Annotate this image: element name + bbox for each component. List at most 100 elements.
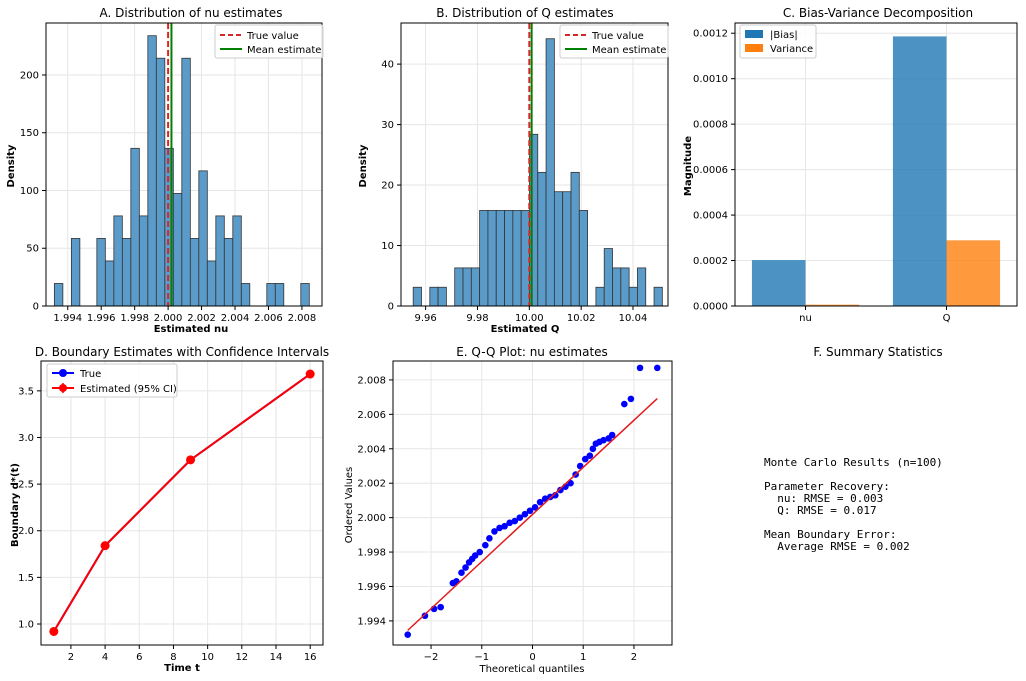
x-tick-label: 1.998 — [120, 313, 149, 324]
qq-fit-line — [407, 397, 658, 631]
x-tick-label: 1 — [580, 652, 586, 663]
histogram-bar — [520, 210, 530, 307]
true-line — [52, 373, 311, 632]
histogram-bar — [130, 147, 140, 307]
panel-c-legend-variance: Variance — [770, 44, 813, 55]
panel-a-legend-mean: Mean estimate — [247, 45, 321, 56]
summary-line: Average RMSE = 0.002 — [764, 540, 910, 553]
qq-point — [557, 486, 564, 494]
x-tick-label: 2.000 — [154, 313, 183, 324]
qq-point — [404, 631, 412, 638]
histogram-bar — [121, 238, 132, 307]
qq-point — [581, 455, 589, 463]
panel-a-bars — [53, 35, 310, 307]
histogram-bar — [628, 286, 638, 307]
histogram-bar — [155, 57, 166, 307]
panel-d-legend: True Estimated (95% CI) — [46, 363, 178, 398]
qq-point — [501, 522, 508, 530]
histogram-bar — [545, 38, 555, 307]
histogram-bar — [70, 238, 81, 307]
y-tick-label: 0.0000 — [693, 302, 728, 313]
histogram-bar — [189, 238, 200, 307]
y-tick-label: 0.0004 — [693, 211, 728, 222]
y-tick-label: 0.0008 — [693, 120, 728, 131]
panel-a-title: A. Distribution of nu estimates — [100, 6, 283, 20]
panel-e-plot — [404, 364, 661, 638]
y-tick-label: 100 — [20, 186, 39, 197]
panel-a-xlabel: Estimated nu — [154, 324, 229, 335]
variance-bar — [805, 304, 860, 306]
panel-a-axes — [45, 22, 323, 307]
histogram-bar — [462, 267, 472, 307]
qq-point — [437, 603, 444, 611]
histogram-bar — [537, 171, 547, 307]
qq-point — [653, 364, 661, 372]
histogram-bar — [412, 286, 422, 307]
x-tick-label: 2.002 — [187, 313, 216, 324]
y-tick-label: 3.0 — [18, 433, 34, 444]
y-tick-label: 150 — [20, 128, 39, 139]
y-tick-label: 2.0 — [18, 526, 34, 537]
y-tick-label: 1.996 — [357, 582, 386, 593]
qq-point — [600, 436, 607, 444]
panel-c-yticks: 0.0000 0.0002 0.0004 0.0006 0.0008 0.0010 0.00… — [693, 29, 735, 313]
y-tick-label: 50 — [26, 244, 39, 255]
panel-c-xticks: nu Q — [799, 306, 951, 324]
qq-point — [511, 517, 519, 525]
histogram-bar — [96, 238, 106, 307]
panel-b-bars — [412, 38, 663, 307]
histogram-bar — [240, 283, 251, 307]
x-tick-label: 12 — [235, 652, 248, 663]
qq-point — [552, 491, 559, 499]
qq-point — [636, 364, 644, 372]
bias-bar — [892, 36, 947, 306]
x-tick-label: 10.02 — [567, 313, 596, 324]
histogram-bar — [504, 210, 514, 307]
qq-point — [586, 452, 594, 459]
panel-e: E. Q-Q Plot: nu estimates Theoretical qu… — [344, 345, 673, 675]
histogram-bar — [181, 57, 191, 307]
panel-e-yticks: 1.994 1.996 1.998 2.000 2.002 2.004 2.006 2.008 — [357, 375, 393, 627]
y-tick-label: 1.0 — [18, 620, 34, 631]
panel-b-xticks: 9.96 9.98 10.00 10.02 10.04 — [414, 306, 647, 324]
y-tick-label: 1.998 — [357, 548, 386, 559]
histogram-bar — [512, 210, 522, 307]
panel-b-legend: True value Mean estimate — [559, 24, 669, 59]
histogram-bar — [595, 286, 605, 307]
histogram-bar — [147, 35, 157, 307]
qq-point — [462, 564, 469, 571]
panel-c-bars — [751, 36, 1001, 306]
y-tick-label: 40 — [381, 60, 394, 71]
histogram-bar — [198, 170, 208, 307]
summary-line: Q: RMSE = 0.017 — [764, 504, 877, 517]
variance-bar — [946, 240, 1001, 306]
qq-point — [471, 552, 479, 559]
histogram-bar — [562, 191, 572, 307]
summary-line: Parameter Recovery: — [764, 480, 890, 493]
y-tick-label: 3.5 — [18, 386, 34, 397]
panel-d-plot — [49, 369, 315, 636]
histogram-bar — [553, 191, 564, 307]
axes-frame — [45, 22, 323, 307]
histogram-bar — [603, 248, 613, 307]
x-tick-label: 8 — [170, 652, 176, 663]
panel-b-xlabel: Estimated Q — [491, 324, 560, 335]
panel-c-title: C. Bias-Variance Decomposition — [783, 6, 973, 20]
x-tick-label: 0 — [529, 652, 535, 663]
histogram-bar — [612, 267, 622, 307]
panel-d-xlabel: Time t — [164, 663, 200, 674]
estimated-point — [186, 455, 196, 465]
histogram-bar — [620, 267, 630, 307]
qq-point — [608, 431, 616, 439]
histogram-bar — [429, 286, 439, 307]
histogram-bar — [172, 192, 183, 307]
histogram-bar — [479, 210, 489, 307]
qq-point — [421, 612, 429, 620]
axes-frame — [400, 22, 669, 307]
histogram-bar — [653, 286, 663, 307]
x-tick-label: 9.96 — [414, 313, 436, 324]
y-tick-label: 20 — [381, 181, 394, 192]
y-tick-label: 30 — [381, 120, 394, 131]
qq-point — [486, 534, 493, 542]
